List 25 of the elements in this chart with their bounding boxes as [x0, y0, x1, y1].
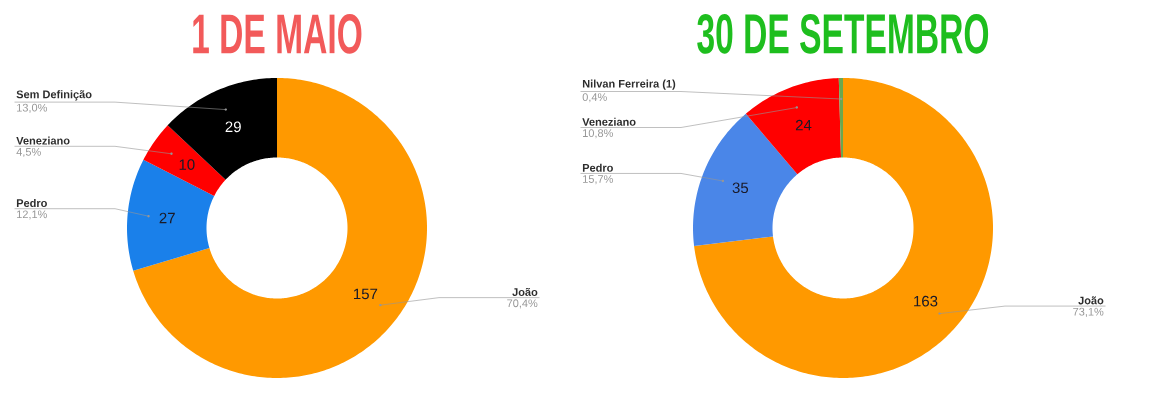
chart-title: 30 DE SETEMBRO [697, 14, 989, 54]
slice-label: Veneziano [16, 136, 70, 145]
slice-label: João [1078, 296, 1104, 305]
text: 13,0% [17, 103, 47, 113]
slice-label: Veneziano [582, 117, 636, 126]
data-label: 35 [732, 182, 749, 194]
slice-label: Pedro [16, 198, 47, 208]
text: 73,1% [1073, 307, 1104, 317]
text: 0,4% [582, 93, 607, 103]
data-label: 163 [914, 295, 938, 307]
chart-title: 1 DE MAIO [193, 14, 362, 54]
slice-label: João [512, 287, 538, 296]
data-label: 24 [795, 119, 812, 131]
slice-label: Pedro [582, 163, 613, 172]
text: 15,7% [583, 175, 613, 185]
text: 12,1% [17, 210, 47, 220]
slice-label: Nilvan Ferreira (1) [582, 79, 676, 90]
data-label: 10 [179, 159, 195, 170]
data-label: 27 [159, 212, 175, 224]
data-label: 29 [225, 121, 241, 133]
text: 70,4% [507, 299, 538, 309]
slice-label: Sem Definição [16, 90, 92, 101]
text: 10,8% [583, 129, 613, 139]
text: 4,5% [16, 148, 41, 158]
data-label: 157 [354, 288, 378, 300]
